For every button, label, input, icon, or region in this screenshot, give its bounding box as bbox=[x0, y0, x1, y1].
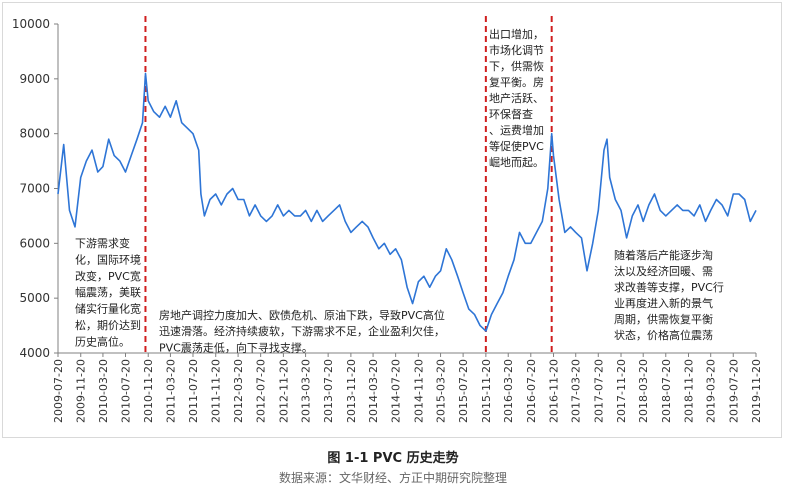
annotation-2017: 随着落后产能逐步淘汰以及经济回暖、需求改善等支撑，PVC行业再度进入新的景气周期… bbox=[614, 248, 724, 342]
figure-caption: 图 1-1 PVC 历史走势 bbox=[327, 451, 459, 466]
annotation-2009: 下游需求变化，国际环境改变，PVC宽幅震荡，美联储实行量化宽松，期价达到历史高位… bbox=[75, 236, 141, 348]
x-tick-label: 2016-03-20 bbox=[502, 359, 515, 423]
annotation-line: 历史高位。 bbox=[75, 334, 130, 348]
annotation-line: 市场化调节 bbox=[489, 43, 544, 57]
annotation-line: 随着落后产能逐步淘 bbox=[614, 248, 713, 262]
x-tick-label: 2019-07-20 bbox=[727, 359, 740, 423]
annotation-line: 迅速滑落。经济持续疲软，下游需求不足，企业盈利欠佳， bbox=[159, 324, 445, 338]
x-tick-label: 2018-07-20 bbox=[660, 359, 673, 423]
annotation-line: 等促使PVC bbox=[489, 139, 544, 153]
x-tick-label: 2010-03-20 bbox=[97, 359, 110, 423]
x-tick-label: 2016-11-20 bbox=[548, 359, 561, 423]
x-tick-label: 2018-03-20 bbox=[637, 359, 650, 423]
y-tick-label: 9000 bbox=[19, 72, 50, 86]
y-axis-ticks: 4000 5000 6000 7000 8000 9000 10000 bbox=[12, 17, 58, 360]
x-tick-label: 2011-11-20 bbox=[210, 359, 223, 423]
x-tick-label: 2016-07-20 bbox=[525, 359, 538, 423]
x-tick-label: 2011-07-20 bbox=[187, 359, 200, 423]
x-tick-label: 2018-11-20 bbox=[683, 359, 696, 423]
y-tick-label: 6000 bbox=[19, 236, 50, 250]
x-tick-label: 2013-11-20 bbox=[345, 359, 358, 423]
x-tick-label: 2012-07-20 bbox=[255, 359, 268, 423]
annotation-line: 环保督查 bbox=[489, 107, 533, 121]
x-tick-label: 2017-07-20 bbox=[592, 359, 605, 423]
x-tick-label: 2017-03-20 bbox=[570, 359, 583, 423]
y-tick-label: 5000 bbox=[19, 291, 50, 305]
x-tick-label: 2012-03-20 bbox=[232, 359, 245, 423]
annotation-line: 幅震荡，美联 bbox=[75, 286, 141, 299]
x-axis-ticks: 2009-07-20 2009-11-20 2010-03-20 2010-07-20… bbox=[52, 353, 763, 423]
annotation-line: PVC震荡走低，向下寻找支撑。 bbox=[159, 340, 313, 354]
x-tick-label: 2015-11-20 bbox=[480, 359, 493, 423]
annotation-line: 出口增加， bbox=[489, 27, 544, 41]
annotation-line: 状态，价格高位震荡 bbox=[614, 328, 713, 342]
x-tick-label: 2013-07-20 bbox=[322, 359, 335, 423]
x-tick-label: 2010-07-20 bbox=[119, 359, 132, 423]
annotations: 下游需求变化，国际环境改变，PVC宽幅震荡，美联储实行量化宽松，期价达到历史高位… bbox=[75, 27, 724, 354]
annotation-line: 复平衡。房 bbox=[489, 75, 544, 89]
y-tick-label: 8000 bbox=[19, 127, 50, 141]
x-tick-label: 2012-11-20 bbox=[277, 359, 290, 423]
annotation-line: 下游需求变 bbox=[75, 236, 130, 250]
annotation-line: 松，期价达到 bbox=[75, 318, 141, 332]
x-tick-label: 2019-11-20 bbox=[750, 359, 763, 423]
x-tick-label: 2017-11-20 bbox=[615, 359, 628, 423]
x-tick-label: 2013-03-20 bbox=[300, 359, 313, 423]
annotation-line: 房地产调控力度加大、欧债危机、原油下跌，导致PVC高位 bbox=[159, 308, 445, 322]
annotation-line: 地产活跃、 bbox=[489, 91, 544, 105]
annotation-line: 崛地而起。 bbox=[489, 155, 544, 169]
x-tick-label: 2014-03-20 bbox=[367, 359, 380, 423]
x-tick-label: 2011-03-20 bbox=[164, 359, 177, 423]
annotation-line: 业再度进入新的景气 bbox=[614, 296, 713, 310]
y-tick-label: 7000 bbox=[19, 182, 50, 196]
x-tick-label: 2014-07-20 bbox=[390, 359, 403, 423]
annotation-line: 汰以及经济回暖、需 bbox=[614, 264, 713, 278]
figure-source: 数据来源：文华财经、方正中期研究院整理 bbox=[278, 471, 507, 485]
x-tick-label: 2010-11-20 bbox=[142, 359, 155, 423]
y-tick-label: 4000 bbox=[19, 346, 50, 360]
annotation-2011: 房地产调控力度加大、欧债危机、原油下跌，导致PVC高位迅速滑落。经济持续疲软，下… bbox=[159, 308, 445, 354]
event-markers bbox=[144, 16, 553, 353]
annotation-line: 、运费增加 bbox=[489, 123, 544, 137]
annotation-line: 改变，PVC宽 bbox=[75, 269, 141, 283]
x-tick-label: 2009-11-20 bbox=[75, 359, 88, 423]
x-tick-label: 2019-03-20 bbox=[705, 359, 718, 423]
x-tick-label: 2009-07-20 bbox=[52, 359, 65, 423]
x-tick-label: 2014-11-20 bbox=[412, 359, 425, 423]
annotation-line: 周期，供需恢复平衡 bbox=[614, 312, 713, 326]
annotation-2016: 出口增加， 市场化调节下，供需恢复平衡。房地产活跃、环保督查、运费增加等促使PVC… bbox=[489, 27, 544, 169]
annotation-line: 化，国际环境 bbox=[75, 252, 141, 266]
annotation-line: 储实行量化宽 bbox=[75, 302, 141, 316]
chart-frame bbox=[2, 2, 782, 438]
series-layer bbox=[57, 72, 757, 332]
y-tick-label: 10000 bbox=[12, 17, 50, 31]
x-tick-label: 2015-03-20 bbox=[435, 359, 448, 423]
annotation-line: 下，供需恢 bbox=[489, 59, 544, 73]
annotation-line: 求改善等支撑，PVC行 bbox=[614, 280, 724, 294]
pvc-price-line bbox=[57, 72, 757, 332]
pvc-price-chart: 4000 5000 6000 7000 8000 9000 10000 2009-07-20… bbox=[12, 16, 763, 423]
x-tick-label: 2015-07-20 bbox=[457, 359, 470, 423]
